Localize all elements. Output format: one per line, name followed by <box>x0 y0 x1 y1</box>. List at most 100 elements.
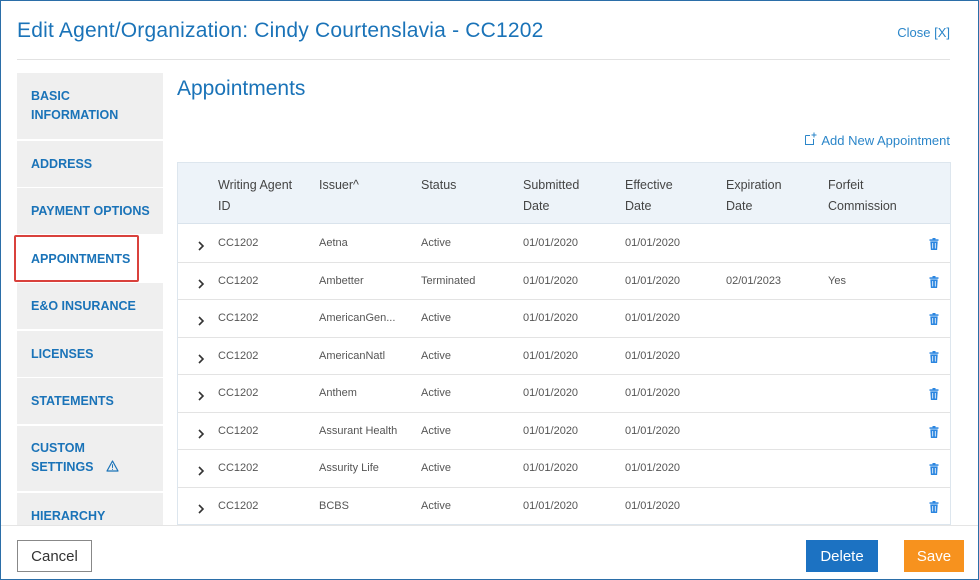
cell-submitted-date: 01/01/2020 <box>523 424 579 437</box>
table-header: Writing Agent ID Issuer^ Status Submitte… <box>178 163 950 224</box>
chevron-right-icon[interactable] <box>197 426 205 444</box>
sidebar-item-basic-information[interactable]: BASIC INFORMATION <box>17 73 163 139</box>
save-button[interactable]: Save <box>904 540 964 572</box>
sidebar-item-label: LICENSES <box>31 346 94 361</box>
cell-issuer: Aetna <box>319 237 348 249</box>
sidebar-item-label-text: CUSTOM SETTINGS <box>31 441 94 475</box>
cell-issuer: Ambetter <box>319 274 364 287</box>
cell-writing-agent-id: CC1202 <box>218 499 259 512</box>
cell-issuer: Assurant Health <box>319 424 398 437</box>
cell-writing-agent-id: CC1202 <box>218 349 259 362</box>
cell-issuer: AmericanNatl <box>319 349 386 362</box>
table-row[interactable]: CC1202 Aetna Active 01/01/2020 01/01/2020 <box>178 225 950 263</box>
cell-issuer: Anthem <box>319 387 357 399</box>
column-header-expiration-date[interactable]: Expiration Date <box>726 178 782 213</box>
column-header-effective-date[interactable]: Effective Date <box>625 178 673 213</box>
sidebar-item-label: PAYMENT OPTIONS <box>31 203 150 218</box>
table-row[interactable]: CC1202 AmericanGen... Active 01/01/2020 01/0… <box>178 300 950 338</box>
cell-effective-date: 01/01/2020 <box>625 387 681 399</box>
column-header-submitted-date[interactable]: Submitted Date <box>523 178 580 213</box>
sidebar-item-payment-options[interactable]: PAYMENT OPTIONS <box>17 188 163 234</box>
cell-status: Active <box>421 424 451 437</box>
cell-status: Active <box>421 237 451 249</box>
table-row[interactable]: CC1202 Anthem Active 01/01/2020 01/01/2020 <box>178 375 950 413</box>
cell-issuer: BCBS <box>319 499 349 512</box>
trash-icon[interactable] <box>929 237 939 255</box>
chevron-right-icon[interactable] <box>197 388 205 406</box>
table-row[interactable]: CC1202 Assurity Life Active 01/01/2020 01/01… <box>178 450 950 488</box>
sidebar-item-label: STATEMENTS <box>31 393 114 408</box>
chevron-right-icon[interactable] <box>197 501 205 519</box>
cell-forfeit-commission: Yes <box>828 274 846 287</box>
sidebar-item-label: BASIC INFORMATION <box>31 89 119 122</box>
warning-icon <box>105 459 119 478</box>
column-header-forfeit-commission[interactable]: Forfeit Commission <box>828 178 897 213</box>
sidebar-item-statements[interactable]: STATEMENTS <box>17 378 163 424</box>
sidebar-item-eo-insurance[interactable]: E&O INSURANCE <box>17 283 163 329</box>
close-link[interactable]: Close [X] <box>897 25 950 40</box>
cell-writing-agent-id: CC1202 <box>218 424 259 437</box>
section-title: Appointments <box>177 77 306 100</box>
cell-status: Active <box>421 312 451 324</box>
appointments-table: Writing Agent ID Issuer^ Status Submitte… <box>177 162 951 525</box>
delete-button[interactable]: Delete <box>806 540 878 572</box>
cell-effective-date: 01/01/2020 <box>625 237 681 249</box>
sidebar-item-label: E&O INSURANCE <box>31 298 136 313</box>
trash-icon[interactable] <box>929 425 939 443</box>
sidebar: BASIC INFORMATION ADDRESS PAYMENT OPTION… <box>17 73 163 525</box>
chevron-right-icon[interactable] <box>197 463 205 481</box>
cell-submitted-date: 01/01/2020 <box>523 387 579 399</box>
cell-writing-agent-id: CC1202 <box>218 237 259 249</box>
add-appointment-link[interactable]: Add New Appointment <box>804 132 950 149</box>
table-row[interactable]: CC1202 AmericanNatl Active 01/01/2020 01/01/… <box>178 337 950 375</box>
trash-icon[interactable] <box>929 387 939 405</box>
cell-effective-date: 01/01/2020 <box>625 424 681 437</box>
column-header-issuer[interactable]: Issuer^ <box>319 178 359 192</box>
cell-effective-date: 01/01/2020 <box>625 312 681 324</box>
cell-issuer: Assurity Life <box>319 462 379 474</box>
cell-submitted-date: 01/01/2020 <box>523 499 579 512</box>
table-row[interactable]: CC1202 Assurant Health Active 01/01/2020 01/… <box>178 412 950 450</box>
cell-writing-agent-id: CC1202 <box>218 387 259 399</box>
cell-status: Terminated <box>421 274 476 287</box>
sidebar-item-label: HIERARCHY <box>31 508 106 523</box>
cell-status: Active <box>421 499 451 512</box>
cell-submitted-date: 01/01/2020 <box>523 237 579 249</box>
cell-status: Active <box>421 387 451 399</box>
sidebar-item-appointments[interactable]: APPOINTMENTS <box>17 236 163 282</box>
cell-effective-date: 01/01/2020 <box>625 274 681 287</box>
column-header-status[interactable]: Status <box>421 178 457 192</box>
trash-icon[interactable] <box>929 462 939 480</box>
add-appointment-label: Add New Appointment <box>821 133 950 148</box>
column-header-writing-agent-id[interactable]: Writing Agent ID <box>218 178 293 213</box>
sidebar-item-label: CUSTOM SETTINGS <box>31 439 131 477</box>
cancel-button[interactable]: Cancel <box>17 540 92 572</box>
trash-icon[interactable] <box>929 500 939 518</box>
cell-submitted-date: 01/01/2020 <box>523 462 579 474</box>
table-row[interactable]: CC1202 BCBS Active 01/01/2020 01/01/2020 <box>178 487 950 524</box>
sidebar-item-address[interactable]: ADDRESS <box>17 141 163 187</box>
sidebar-item-label: APPOINTMENTS <box>31 251 131 266</box>
trash-icon[interactable] <box>929 312 939 330</box>
cell-submitted-date: 01/01/2020 <box>523 349 579 362</box>
table-row[interactable]: CC1202 Ambetter Terminated 01/01/2020 01/01/… <box>178 262 950 300</box>
cell-submitted-date: 01/01/2020 <box>523 274 579 287</box>
chevron-right-icon[interactable] <box>197 313 205 331</box>
footer-divider <box>1 525 978 526</box>
cell-effective-date: 01/01/2020 <box>625 499 681 512</box>
cell-status: Active <box>421 349 451 362</box>
cell-effective-date: 01/01/2020 <box>625 349 681 362</box>
page-title: Edit Agent/Organization: Cindy Courtensl… <box>17 19 544 42</box>
sidebar-item-licenses[interactable]: LICENSES <box>17 331 163 377</box>
chevron-right-icon[interactable] <box>197 238 205 256</box>
chevron-right-icon[interactable] <box>197 276 205 294</box>
cell-submitted-date: 01/01/2020 <box>523 312 579 324</box>
chevron-right-icon[interactable] <box>197 351 205 369</box>
trash-icon[interactable] <box>929 275 939 293</box>
sidebar-item-custom-settings[interactable]: CUSTOM SETTINGS <box>17 426 163 491</box>
cell-writing-agent-id: CC1202 <box>218 312 259 324</box>
cell-effective-date: 01/01/2020 <box>625 462 681 474</box>
sidebar-item-hierarchy[interactable]: HIERARCHY <box>17 493 163 525</box>
trash-icon[interactable] <box>929 350 939 368</box>
sidebar-item-label: ADDRESS <box>31 156 93 171</box>
